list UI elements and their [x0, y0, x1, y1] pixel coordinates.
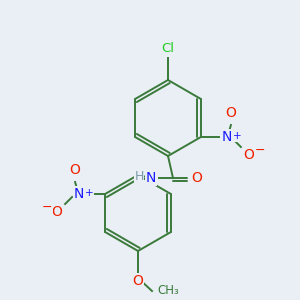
Text: +: + [232, 131, 241, 141]
Text: O: O [133, 274, 143, 288]
Text: N: N [222, 130, 232, 144]
Text: CH₃: CH₃ [157, 284, 179, 298]
Text: N: N [146, 171, 156, 185]
Text: O: O [192, 171, 203, 185]
Text: +: + [85, 188, 93, 198]
Text: −: − [255, 143, 265, 157]
Text: N: N [74, 187, 84, 201]
Text: Cl: Cl [161, 43, 175, 56]
Text: O: O [244, 148, 254, 162]
Text: O: O [52, 205, 62, 219]
Text: H: H [134, 170, 144, 184]
Text: −: − [42, 200, 52, 214]
Text: O: O [70, 163, 80, 177]
Text: O: O [226, 106, 236, 120]
